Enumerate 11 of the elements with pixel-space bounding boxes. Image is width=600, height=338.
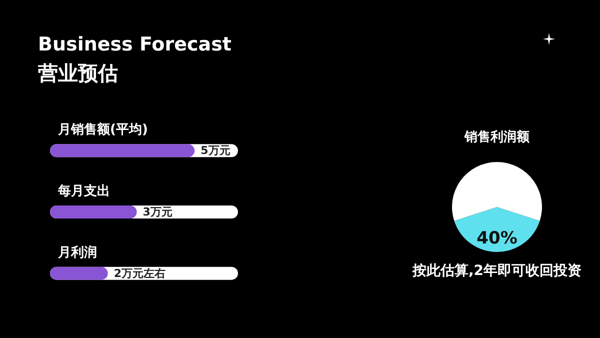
text: 按此估算,2年即可收回投资	[411, 263, 582, 279]
y-tick-label: 月销售额(平均)	[57, 122, 148, 138]
chart-title: Business Forecast	[38, 34, 232, 56]
chart-subtitle: 营业预估	[37, 61, 118, 85]
data-label: 2万元左右	[114, 266, 166, 280]
y-tick-label: 月利润	[57, 244, 97, 260]
data-label: 40%	[476, 228, 518, 248]
data-label: 3万元	[142, 206, 172, 218]
data-label: 5万元	[200, 144, 230, 158]
chart-title: 销售利润额	[464, 129, 530, 145]
y-tick-label: 每月支出	[57, 184, 110, 199]
